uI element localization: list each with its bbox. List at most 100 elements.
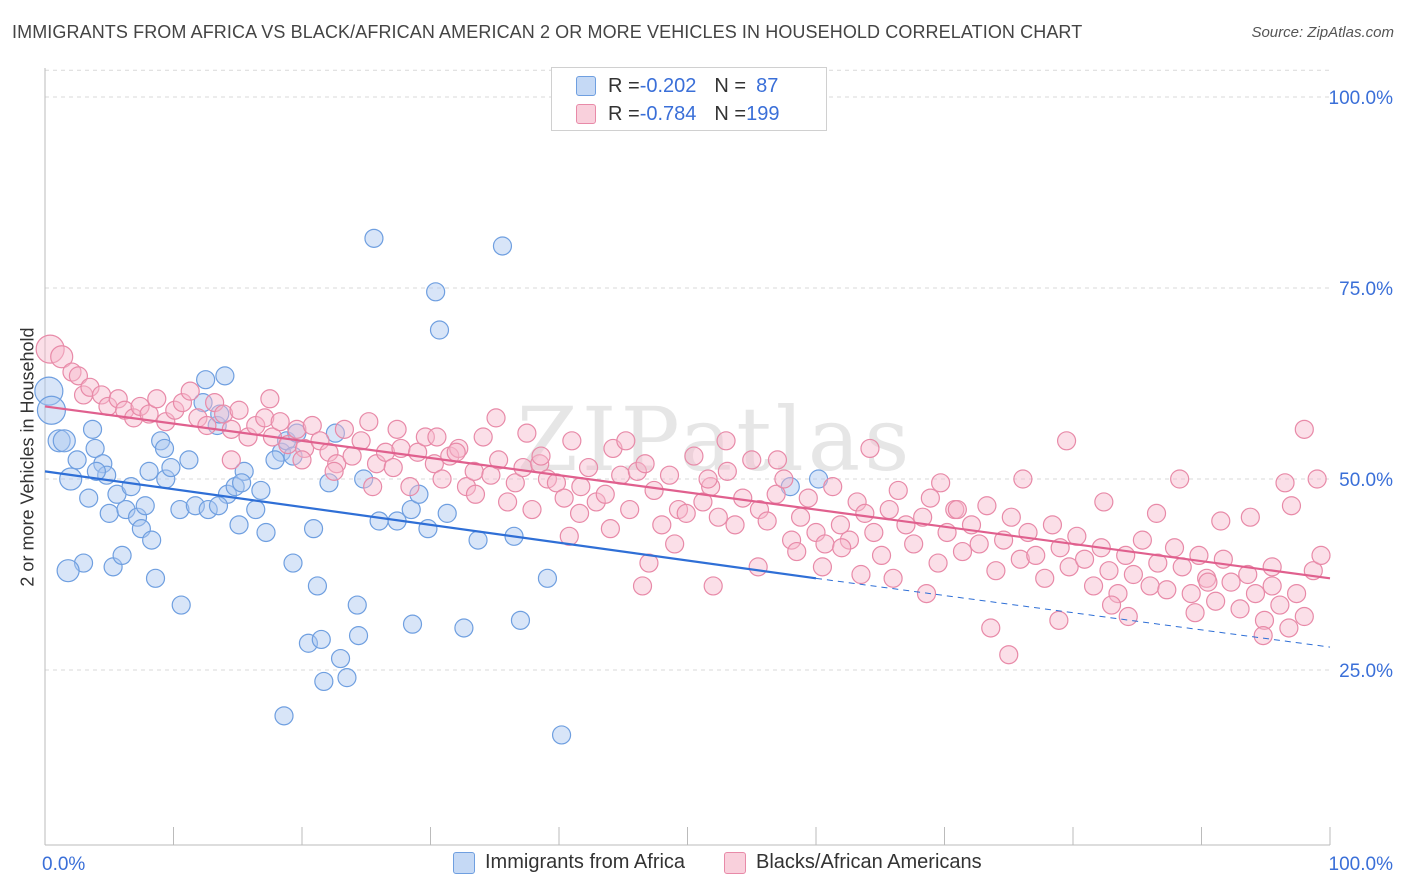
data-point bbox=[147, 389, 167, 409]
data-point bbox=[52, 429, 76, 453]
legend-swatch-black bbox=[576, 104, 596, 124]
data-point bbox=[427, 427, 447, 447]
data-point bbox=[1311, 545, 1331, 566]
data-point bbox=[418, 519, 438, 539]
data-point bbox=[798, 488, 818, 508]
data-point bbox=[513, 457, 533, 478]
data-point bbox=[522, 499, 542, 520]
data-point bbox=[274, 706, 294, 726]
legend-r-value: -0.784 bbox=[639, 102, 697, 125]
data-point bbox=[79, 488, 99, 508]
bottom-legend-swatch-africa bbox=[453, 851, 475, 874]
data-point bbox=[196, 370, 216, 390]
data-point bbox=[986, 561, 1006, 581]
data-point bbox=[839, 530, 860, 550]
data-point bbox=[1099, 561, 1119, 581]
data-point bbox=[246, 499, 266, 520]
data-point bbox=[498, 492, 518, 512]
data-point bbox=[307, 576, 328, 596]
bottom-legend-label-africa: Immigrants from Africa bbox=[485, 851, 686, 873]
data-point bbox=[47, 429, 71, 453]
data-point bbox=[161, 457, 181, 478]
data-point bbox=[742, 450, 762, 470]
data-point bbox=[465, 484, 486, 504]
data-point bbox=[294, 438, 315, 459]
data-point bbox=[401, 499, 421, 520]
data-point bbox=[781, 530, 802, 550]
data-point bbox=[59, 467, 83, 491]
data-point bbox=[383, 457, 403, 478]
data-point bbox=[1238, 564, 1258, 585]
data-point bbox=[214, 404, 234, 424]
data-point bbox=[198, 499, 218, 520]
source-label: Source: ZipAtlas.com bbox=[1251, 24, 1394, 41]
data-point bbox=[1056, 431, 1077, 451]
data-point bbox=[108, 389, 128, 409]
data-point bbox=[1049, 610, 1069, 630]
data-point bbox=[1074, 549, 1095, 569]
data-point bbox=[319, 473, 339, 493]
data-point bbox=[904, 534, 924, 554]
y-tick-label: 75.0% bbox=[1339, 279, 1393, 300]
data-point bbox=[1281, 496, 1302, 516]
data-point bbox=[928, 553, 948, 573]
data-point bbox=[93, 454, 113, 474]
data-point bbox=[36, 395, 67, 425]
data-point bbox=[1148, 553, 1168, 573]
data-point bbox=[823, 477, 843, 497]
data-point bbox=[1001, 507, 1021, 527]
data-point bbox=[170, 499, 190, 520]
data-point bbox=[298, 633, 319, 653]
data-point bbox=[832, 538, 852, 558]
data-point bbox=[185, 496, 205, 516]
data-point bbox=[1253, 626, 1273, 646]
legend-r-label: R = bbox=[608, 102, 640, 125]
data-point bbox=[812, 557, 833, 577]
data-point bbox=[359, 412, 379, 432]
data-point bbox=[830, 515, 851, 535]
data-point bbox=[1181, 583, 1201, 604]
data-point bbox=[1198, 572, 1218, 592]
data-point bbox=[1108, 583, 1128, 604]
data-point bbox=[229, 515, 249, 535]
data-point bbox=[139, 461, 159, 481]
y-tick-label: 50.0% bbox=[1339, 470, 1393, 491]
data-point bbox=[334, 419, 355, 439]
data-point bbox=[432, 469, 452, 489]
data-point bbox=[676, 503, 696, 523]
data-point bbox=[172, 393, 193, 413]
y-tick-label: 25.0% bbox=[1339, 661, 1393, 682]
data-point bbox=[271, 442, 292, 462]
data-point bbox=[1013, 469, 1033, 489]
data-point bbox=[1254, 610, 1275, 630]
data-point bbox=[303, 519, 324, 539]
data-point bbox=[1245, 583, 1266, 604]
data-point bbox=[999, 645, 1019, 665]
data-point bbox=[562, 431, 582, 451]
data-point bbox=[920, 488, 940, 508]
data-point bbox=[855, 503, 875, 523]
data-point bbox=[221, 419, 241, 439]
x-tick-label-min: 0.0% bbox=[42, 854, 85, 875]
data-point bbox=[554, 488, 574, 508]
data-point bbox=[489, 450, 509, 470]
data-point bbox=[725, 515, 745, 535]
y-tick-label: 100.0% bbox=[1329, 88, 1394, 109]
data-point bbox=[774, 469, 794, 489]
correlation-legend: R = -0.202 N = 87 R = -0.784 N = 199 bbox=[551, 67, 827, 131]
data-point bbox=[121, 477, 141, 497]
data-point bbox=[571, 477, 591, 497]
series-blacks-african-americans bbox=[35, 334, 1331, 665]
data-point bbox=[348, 626, 369, 646]
bottom-legend-swatch-black bbox=[724, 851, 746, 874]
data-point bbox=[559, 526, 579, 546]
data-point bbox=[127, 507, 148, 527]
data-point bbox=[116, 499, 136, 520]
x-tick-labels: 0.0% 100.0% bbox=[42, 854, 1393, 875]
data-point bbox=[659, 465, 680, 485]
data-point bbox=[977, 496, 997, 516]
data-point bbox=[947, 499, 967, 520]
data-point bbox=[1211, 511, 1231, 531]
data-point bbox=[171, 595, 191, 615]
data-point bbox=[551, 725, 572, 745]
